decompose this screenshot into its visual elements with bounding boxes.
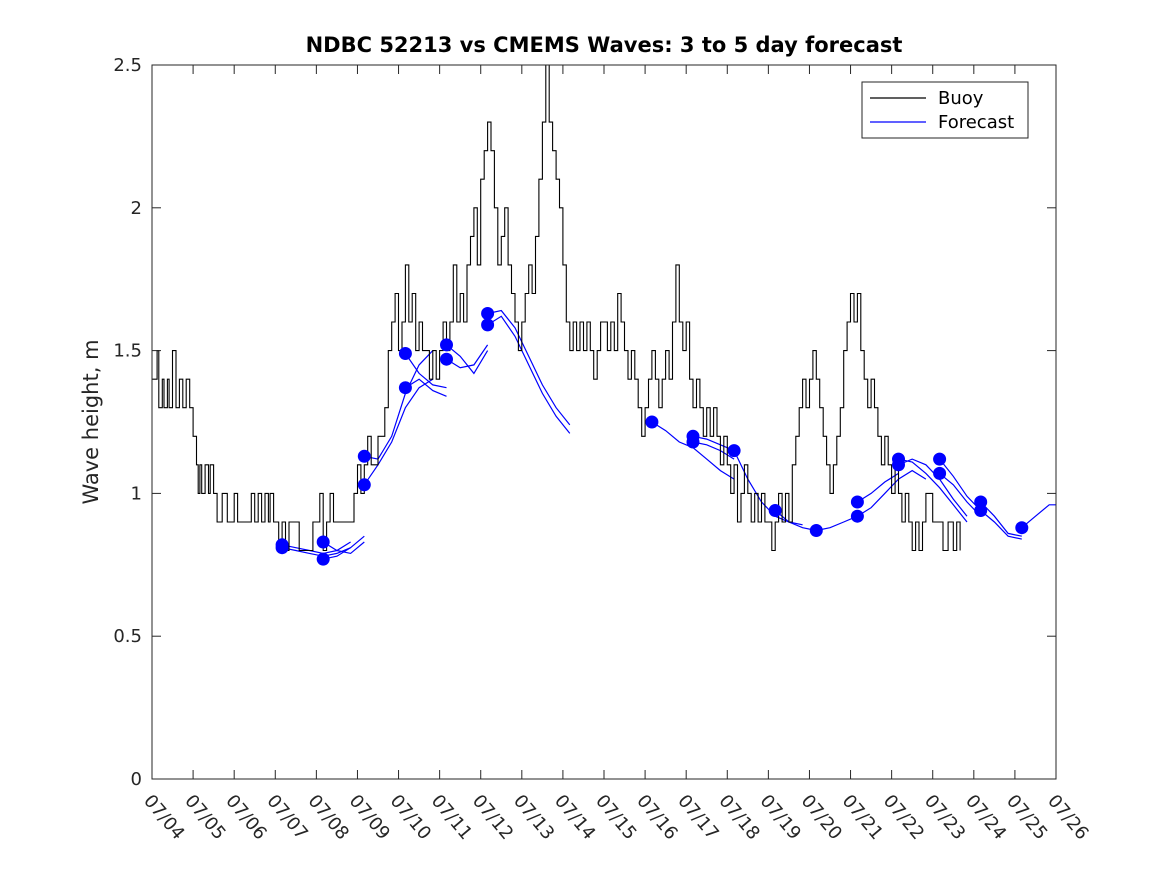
forecast-start-marker (275, 538, 289, 552)
forecast-start-marker (357, 478, 371, 492)
y-tick-label: 0.5 (113, 626, 142, 647)
forecast-line (446, 344, 489, 375)
y-axis-title: Wave height, m (79, 339, 103, 504)
y-tick-label: 1 (131, 483, 142, 504)
forecast-start-marker (686, 429, 700, 443)
forecast-line (816, 515, 858, 532)
forecast-line (404, 353, 447, 389)
forecast-start-marker (645, 415, 659, 429)
legend: Buoy Forecast (861, 81, 1029, 139)
y-tick-label: 2.5 (113, 55, 142, 76)
plot-area (152, 65, 1056, 779)
forecast-line (980, 501, 1022, 537)
forecast-start-marker (933, 452, 947, 466)
forecast-start-marker (850, 509, 864, 523)
forecast-line (405, 378, 447, 397)
forecast-line (980, 510, 1022, 540)
forecast-line (281, 541, 351, 555)
forecast-line (939, 472, 982, 517)
legend-box (861, 81, 1029, 139)
forecast-start-marker (974, 495, 988, 509)
forecast-line (939, 458, 982, 511)
forecast-start-marker (933, 466, 947, 480)
forecast-start-markers (275, 307, 1029, 566)
forecast-start-marker (850, 495, 864, 509)
forecast-start-marker (316, 535, 330, 549)
forecast-line (281, 547, 351, 557)
forecast-line (898, 458, 968, 523)
forecast-start-marker (398, 347, 412, 360)
forecast-start-marker (440, 352, 453, 366)
forecast-line (898, 458, 968, 517)
forecast-start-marker (892, 452, 905, 466)
forecast-start-marker (727, 444, 741, 458)
forecast-start-marker (809, 524, 823, 537)
legend-forecast-label: Forecast (938, 112, 1014, 133)
y-tick-label: 1.5 (113, 341, 142, 362)
forecast-line (1021, 504, 1056, 529)
forecast-line (322, 541, 365, 555)
forecast-line (446, 344, 489, 369)
forecast-start-marker (768, 504, 782, 517)
forecast-line (363, 378, 434, 486)
chart-title: NDBC 52213 vs CMEMS Waves: 3 to 5 day fo… (306, 33, 903, 57)
forecast-start-marker (316, 552, 330, 566)
forecast-start-marker (440, 338, 453, 352)
forecast-line (364, 350, 434, 460)
forecast-start-marker (1015, 521, 1029, 535)
forecast-line (487, 309, 571, 426)
forecast-line (487, 315, 571, 434)
y-axis: 0 0.5 1 1.5 2 2.5 (113, 55, 1056, 790)
forecast-start-marker (481, 307, 495, 320)
forecast-start-marker (398, 381, 412, 395)
forecast-start-marker (357, 449, 371, 463)
y-tick-label: 2 (131, 198, 142, 219)
y-tick-label: 0 (131, 769, 142, 790)
legend-buoy-label: Buoy (938, 88, 984, 109)
forecast-start-marker (481, 318, 495, 332)
